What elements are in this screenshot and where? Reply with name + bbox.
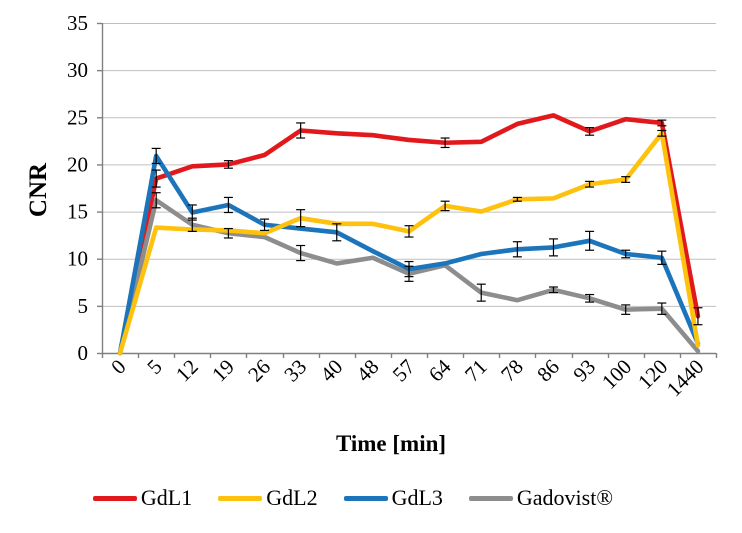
legend-line-swatch	[92, 495, 137, 501]
y-axis-title: CNR	[25, 162, 52, 218]
svg-text:5: 5	[142, 355, 166, 379]
legend-line-swatch	[343, 495, 388, 501]
svg-text:57: 57	[388, 355, 420, 387]
svg-text:0: 0	[106, 355, 130, 379]
legend-label: GdL1	[140, 485, 193, 510]
svg-text:100: 100	[597, 355, 636, 394]
x-axis-title: Time [min]	[335, 431, 447, 456]
svg-text:71: 71	[460, 355, 492, 387]
legend-label: GdL3	[391, 485, 443, 510]
error-bars	[151, 119, 703, 326]
svg-text:0: 0	[78, 341, 89, 365]
svg-text:15: 15	[67, 200, 88, 224]
svg-text:35: 35	[67, 11, 88, 35]
svg-text:12: 12	[171, 355, 203, 387]
svg-text:86: 86	[532, 355, 564, 387]
y-tick-labels: 0 5 10 15 20 25 30 35	[67, 11, 88, 365]
svg-text:78: 78	[496, 355, 528, 387]
legend-item-gdl2[interactable]: GdL2	[218, 485, 318, 511]
svg-text:93: 93	[568, 355, 600, 387]
svg-text:64: 64	[424, 354, 456, 386]
legend-item-gdl3[interactable]: GdL3	[343, 485, 443, 511]
svg-text:5: 5	[78, 294, 89, 318]
svg-text:40: 40	[315, 355, 347, 387]
legend-label: GdL2	[266, 485, 318, 510]
series-line-gdl3	[117, 153, 701, 356]
svg-text:19: 19	[207, 355, 239, 387]
legend: GdL1 GdL2 GdL3 Gadovist®	[0, 485, 742, 511]
svg-text:25: 25	[67, 105, 88, 129]
svg-text:30: 30	[67, 58, 88, 82]
legend-line-swatch	[468, 495, 513, 501]
series-line-gdl1	[117, 113, 701, 356]
legend-line-swatch	[218, 495, 263, 501]
svg-text:26: 26	[243, 355, 275, 387]
svg-text:48: 48	[352, 355, 384, 387]
svg-text:10: 10	[67, 247, 88, 271]
svg-text:1440: 1440	[662, 355, 709, 402]
axes	[97, 22, 718, 358]
svg-text:33: 33	[279, 355, 311, 387]
svg-text:20: 20	[67, 152, 88, 176]
legend-item-gadovist[interactable]: Gadovist®	[468, 485, 614, 511]
legend-label: Gadovist®	[516, 485, 614, 510]
legend-item-gdl1[interactable]: GdL1	[92, 485, 193, 511]
